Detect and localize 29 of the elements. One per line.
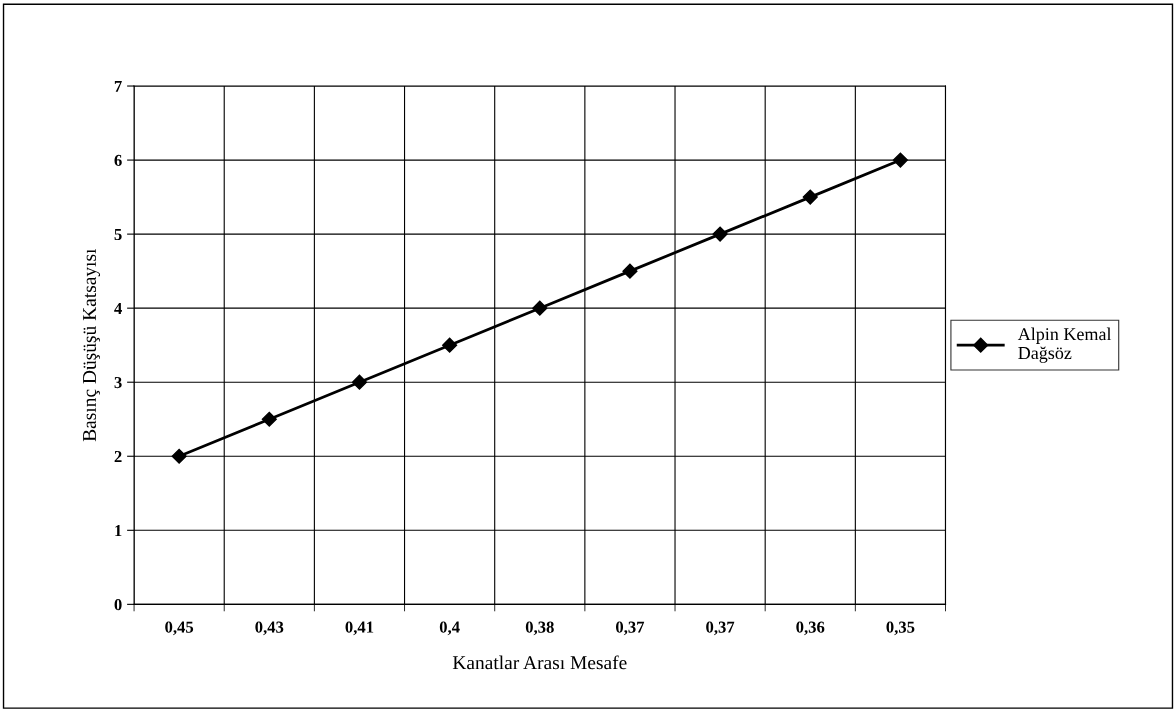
x-axis-title: Kanatlar Arası Mesafe [452, 655, 627, 670]
point [892, 152, 908, 168]
y-tick-label: 4 [114, 302, 122, 314]
x-tick-label: 0,36 [796, 621, 825, 636]
point [261, 411, 277, 427]
y-tick-label: 2 [114, 451, 122, 463]
point [171, 448, 187, 464]
y-tick-label: 7 [114, 80, 122, 92]
point [802, 189, 818, 205]
y-tick-label: 6 [114, 154, 122, 167]
x-tick-label: 0,38 [525, 621, 554, 636]
legend-label: Alpin Kemal Dağsöz [1017, 327, 1112, 363]
x-tick-label: 0,45 [165, 621, 194, 636]
y-tick-label: 0 [114, 599, 122, 611]
x-tick-label: 0,37 [706, 621, 735, 636]
x-tick-label: 0,37 [616, 621, 645, 636]
point [532, 300, 548, 316]
point [442, 337, 458, 353]
x-tick-label: 0,43 [255, 621, 284, 636]
y-tick-label: 1 [115, 525, 122, 537]
point [712, 226, 728, 242]
x-tick-label: 0,4 [439, 621, 460, 636]
point [351, 374, 368, 390]
y-tick-label: 5 [114, 228, 122, 241]
x-tick-label: 0,35 [886, 621, 915, 636]
y-axis-title: Basınç Düşüşü Katsayısı [83, 248, 101, 442]
y-tick-label: 3 [114, 376, 122, 389]
x-tick-label: 0,41 [345, 621, 374, 636]
point [622, 263, 638, 279]
